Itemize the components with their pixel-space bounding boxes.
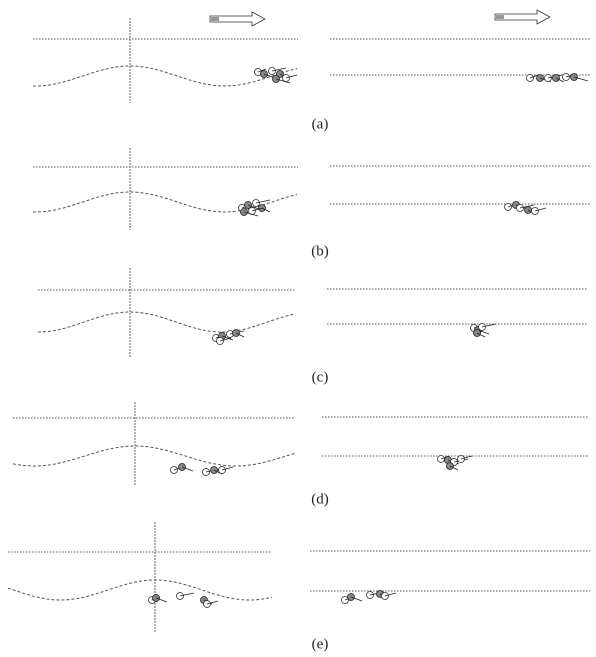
velocity-vector bbox=[251, 207, 264, 212]
velocity-vector bbox=[235, 332, 245, 338]
panel-label: (d) bbox=[311, 491, 329, 507]
velocity-vector bbox=[350, 596, 363, 602]
wavy-bed bbox=[12, 445, 296, 467]
velocity-vector bbox=[206, 600, 219, 605]
velocity-vector bbox=[534, 207, 547, 212]
velocity-vector bbox=[384, 592, 397, 597]
wavy-bed bbox=[33, 65, 298, 87]
velocity-vector bbox=[247, 204, 260, 210]
velocity-vector bbox=[449, 465, 459, 471]
velocity-vector bbox=[243, 211, 259, 217]
velocity-vector bbox=[181, 466, 194, 472]
velocity-vector bbox=[460, 455, 473, 460]
panel-label: (e) bbox=[312, 636, 329, 652]
panel-label: (b) bbox=[311, 243, 329, 259]
velocity-vector bbox=[219, 337, 232, 342]
panel-label: (c) bbox=[312, 369, 329, 385]
velocity-vector bbox=[529, 74, 539, 79]
velocity-vector bbox=[476, 332, 486, 338]
velocity-vector bbox=[573, 76, 589, 82]
velocity-vector bbox=[179, 592, 195, 597]
flow-arrow bbox=[209, 9, 551, 27]
velocity-vector bbox=[275, 78, 291, 84]
velocity-vector bbox=[257, 68, 267, 73]
velocity-vector bbox=[221, 335, 234, 341]
wavy-bed bbox=[38, 311, 294, 333]
velocity-vector bbox=[285, 74, 298, 79]
velocity-vector bbox=[555, 77, 565, 83]
velocity-vector bbox=[271, 67, 287, 72]
wavy-bed bbox=[7, 579, 273, 601]
panel-label: (a) bbox=[312, 116, 329, 132]
velocity-vector bbox=[155, 597, 168, 603]
velocity-vector bbox=[221, 466, 234, 471]
velocity-vector bbox=[255, 199, 271, 204]
velocity-vector bbox=[481, 323, 497, 328]
velocity-vector bbox=[261, 207, 271, 213]
